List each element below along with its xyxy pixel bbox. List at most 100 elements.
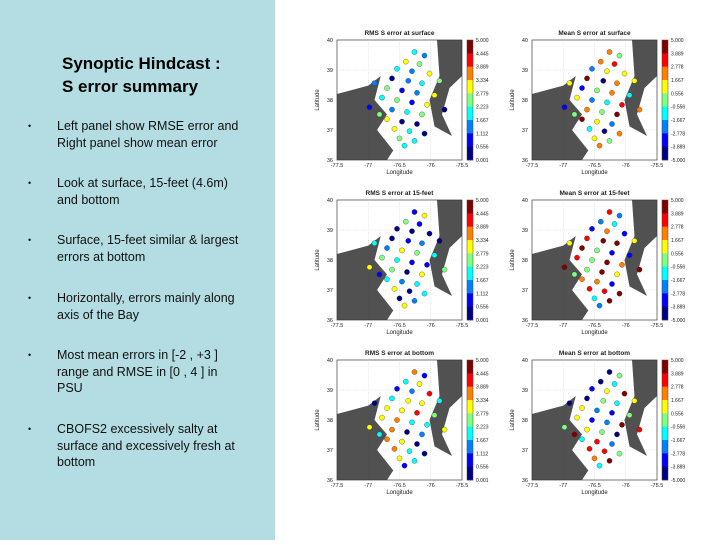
- colorbar-segment: [662, 253, 668, 267]
- map-title: RMS S error at bottom: [365, 350, 434, 357]
- bullet-marker: •: [28, 350, 32, 360]
- y-tick-label: 40: [522, 358, 528, 364]
- x-tick-label: -77: [364, 483, 372, 489]
- colorbar-tick-label: 3.889: [476, 65, 489, 71]
- station-marker: [566, 80, 573, 86]
- bullet-line: axis of the Bay: [57, 307, 139, 322]
- station-marker: [596, 462, 603, 469]
- colorbar-tick-label: 0.556: [476, 305, 489, 311]
- colorbar-segment: [662, 386, 668, 401]
- station-marker: [601, 288, 608, 294]
- y-tick-label: 38: [522, 258, 528, 264]
- colorbar-tick-label: 5.000: [476, 198, 489, 204]
- station-marker: [384, 436, 390, 442]
- station-marker: [604, 68, 610, 74]
- bullet-marker: •: [28, 424, 32, 434]
- colorbar-tick-label: -0.556: [671, 425, 685, 431]
- station-marker: [611, 221, 618, 227]
- colorbar-segment: [662, 120, 668, 134]
- station-marker: [574, 94, 580, 101]
- station-marker: [391, 126, 398, 132]
- colorbar-segment: [662, 413, 668, 427]
- colorbar-tick-label: 2.778: [671, 65, 684, 71]
- colorbar-segment: [467, 400, 473, 414]
- map-title: Mean S error at bottom: [559, 350, 630, 357]
- station-marker: [594, 118, 600, 125]
- station-marker: [394, 257, 400, 263]
- x-tick-label: -75.5: [456, 163, 469, 169]
- bullet-marker: •: [28, 121, 32, 131]
- colorbar-frame: [661, 39, 669, 161]
- station-marker: [384, 85, 390, 91]
- station-marker: [404, 429, 410, 435]
- colorbar-segment: [467, 226, 473, 241]
- map-panel: RMS S error at surface 40 39 38 37 36-77.5 -77…: [315, 30, 489, 176]
- colorbar-segment: [467, 106, 473, 121]
- x-tick-label: -77: [364, 163, 372, 169]
- colorbar-segment: [467, 253, 473, 267]
- station-marker: [619, 262, 625, 268]
- colorbar-tick-label: 1.112: [476, 291, 488, 297]
- station-marker: [419, 271, 425, 278]
- station-marker: [586, 286, 593, 292]
- station-marker: [614, 271, 620, 278]
- colorbar-segment: [662, 466, 668, 481]
- station-marker: [389, 266, 395, 273]
- station-marker: [591, 455, 598, 462]
- station-marker: [579, 85, 585, 91]
- station-marker: [621, 390, 628, 397]
- y-tick-label: 37: [327, 288, 333, 294]
- y-tick-label: 40: [522, 38, 528, 44]
- station-marker: [611, 61, 618, 67]
- x-tick-label: -76.5: [393, 163, 406, 169]
- station-marker: [616, 130, 623, 137]
- station-marker: [441, 426, 448, 433]
- y-tick-label: 37: [522, 128, 528, 134]
- eastern-shore-land: [624, 40, 657, 136]
- station-marker: [402, 58, 409, 65]
- station-marker: [626, 92, 633, 98]
- station-marker: [421, 450, 428, 457]
- colorbar-tick-label: 0.001: [476, 318, 489, 324]
- colorbar-tick-label: 5.000: [671, 198, 684, 204]
- station-marker: [597, 378, 604, 385]
- x-tick-label: -77.5: [331, 323, 344, 329]
- y-tick-label: 40: [327, 358, 333, 364]
- bullet-marker: •: [28, 235, 32, 245]
- y-tick-label: 39: [327, 68, 333, 74]
- bullet-line: surface and excessively fresh at: [57, 438, 235, 453]
- y-tick-label: 39: [327, 228, 333, 234]
- map-title: RMS S error at surface: [364, 30, 434, 37]
- colorbar-tick-label: -2.778: [671, 291, 685, 297]
- colorbar-segment: [662, 280, 668, 294]
- error-maps-figure: RMS S error at surface 40 39 38 37 36 -77.5 -77…: [315, 30, 685, 496]
- station-marker: [589, 226, 595, 232]
- colorbar-segment: [467, 80, 473, 94]
- colorbar-tick-label: 3.334: [476, 78, 489, 84]
- colorbar-segment: [662, 106, 668, 121]
- y-tick-label: 36: [327, 478, 333, 484]
- x-tick-label: -76: [427, 483, 435, 489]
- slide-title: Synoptic Hindcast : S error summary: [62, 52, 221, 98]
- x-tick-label: -76.5: [588, 163, 601, 169]
- colorbar-tick-label: 0.001: [476, 478, 489, 484]
- slide-title-line-1: Synoptic Hindcast :: [62, 54, 221, 73]
- station-marker: [376, 431, 383, 438]
- station-marker: [391, 446, 398, 452]
- x-tick-label: -76: [427, 323, 435, 329]
- map-panel: Mean S error at surface 40 39 38 37 36-77.5 -7…: [510, 30, 685, 176]
- station-marker: [421, 372, 428, 379]
- station-marker: [419, 240, 425, 246]
- x-tick-label: -75.5: [651, 323, 664, 329]
- station-marker: [416, 381, 423, 387]
- station-marker: [619, 422, 625, 428]
- station-marker: [599, 269, 605, 275]
- station-marker: [571, 271, 578, 278]
- station-marker: [409, 99, 415, 106]
- x-tick-label: -75.5: [651, 483, 664, 489]
- colorbar-tick-label: 5.000: [671, 358, 684, 364]
- station-marker: [421, 290, 428, 297]
- station-marker: [401, 462, 408, 469]
- colorbar-segment: [662, 400, 668, 414]
- colorbar-tick-label: 0.556: [671, 411, 684, 417]
